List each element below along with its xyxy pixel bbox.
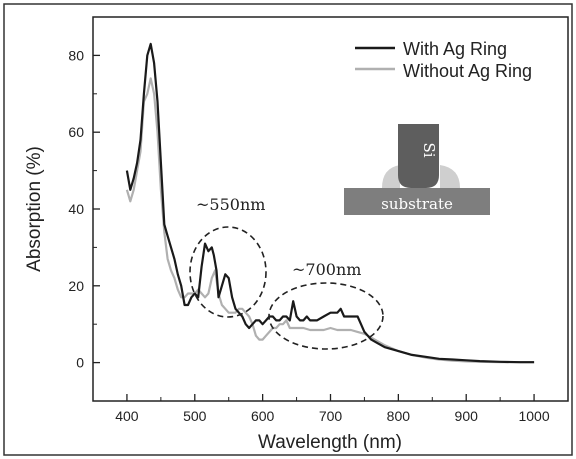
x-tick-label-700: 700 bbox=[319, 408, 343, 424]
inset-diagram: substrate Si bbox=[344, 124, 490, 215]
legend: With Ag Ring Without Ag Ring bbox=[355, 39, 532, 81]
y-tick-label-80: 80 bbox=[68, 47, 84, 63]
x-tick-label-600: 600 bbox=[251, 408, 275, 424]
legend-label-without-ag-ring: Without Ag Ring bbox=[403, 61, 532, 81]
y-tick-label-40: 40 bbox=[68, 201, 84, 217]
x-tick-label-400: 400 bbox=[115, 408, 139, 424]
axes: 400 500 600 700 800 900 1000 0 20 40 60 80 bbox=[68, 16, 550, 424]
legend-label-with-ag-ring: With Ag Ring bbox=[403, 39, 507, 59]
x-tick-label-1000: 1000 bbox=[518, 408, 549, 424]
annotation-label-550: ~550nm bbox=[196, 195, 265, 214]
x-axis-label: Wavelength (nm) bbox=[258, 432, 402, 453]
x-tick-label-500: 500 bbox=[183, 408, 207, 424]
ag-ring-shape bbox=[382, 165, 460, 188]
y-axis-label: Absorption (%) bbox=[24, 146, 45, 272]
si-pillar bbox=[398, 124, 439, 188]
y-tick-label-60: 60 bbox=[68, 124, 84, 140]
substrate-label: substrate bbox=[381, 195, 453, 213]
x-tick-label-800: 800 bbox=[387, 408, 411, 424]
series-line-with-ag-ring bbox=[125, 42, 535, 364]
annotation-label-700: ~700nm bbox=[292, 260, 361, 279]
si-label: Si bbox=[420, 142, 438, 157]
annotation-ellipse-550 bbox=[189, 226, 267, 318]
y-tick-label-20: 20 bbox=[68, 278, 84, 294]
figure-frame bbox=[3, 3, 573, 456]
y-tick-label-0: 0 bbox=[76, 355, 84, 371]
x-tick-label-900: 900 bbox=[455, 408, 479, 424]
substrate-block bbox=[344, 188, 490, 215]
annotation-ellipse-700 bbox=[268, 282, 384, 350]
